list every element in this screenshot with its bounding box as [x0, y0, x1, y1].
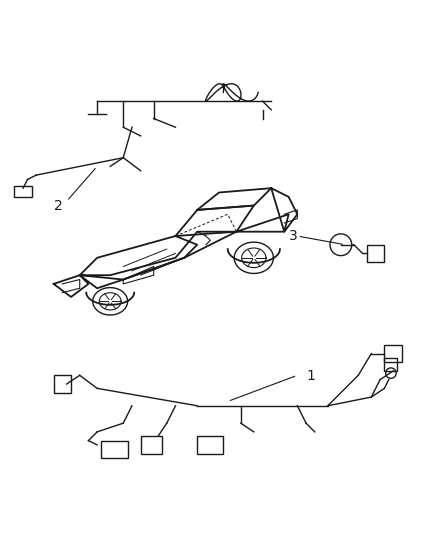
- Bar: [367, 245, 385, 262]
- Text: 2: 2: [53, 199, 62, 213]
- Bar: [14, 186, 32, 197]
- Bar: [385, 345, 402, 362]
- Bar: [197, 436, 223, 454]
- Text: 3: 3: [289, 229, 297, 244]
- Bar: [53, 375, 71, 393]
- Bar: [141, 436, 162, 454]
- Bar: [385, 358, 397, 371]
- Text: 1: 1: [306, 369, 315, 383]
- Bar: [102, 441, 127, 458]
